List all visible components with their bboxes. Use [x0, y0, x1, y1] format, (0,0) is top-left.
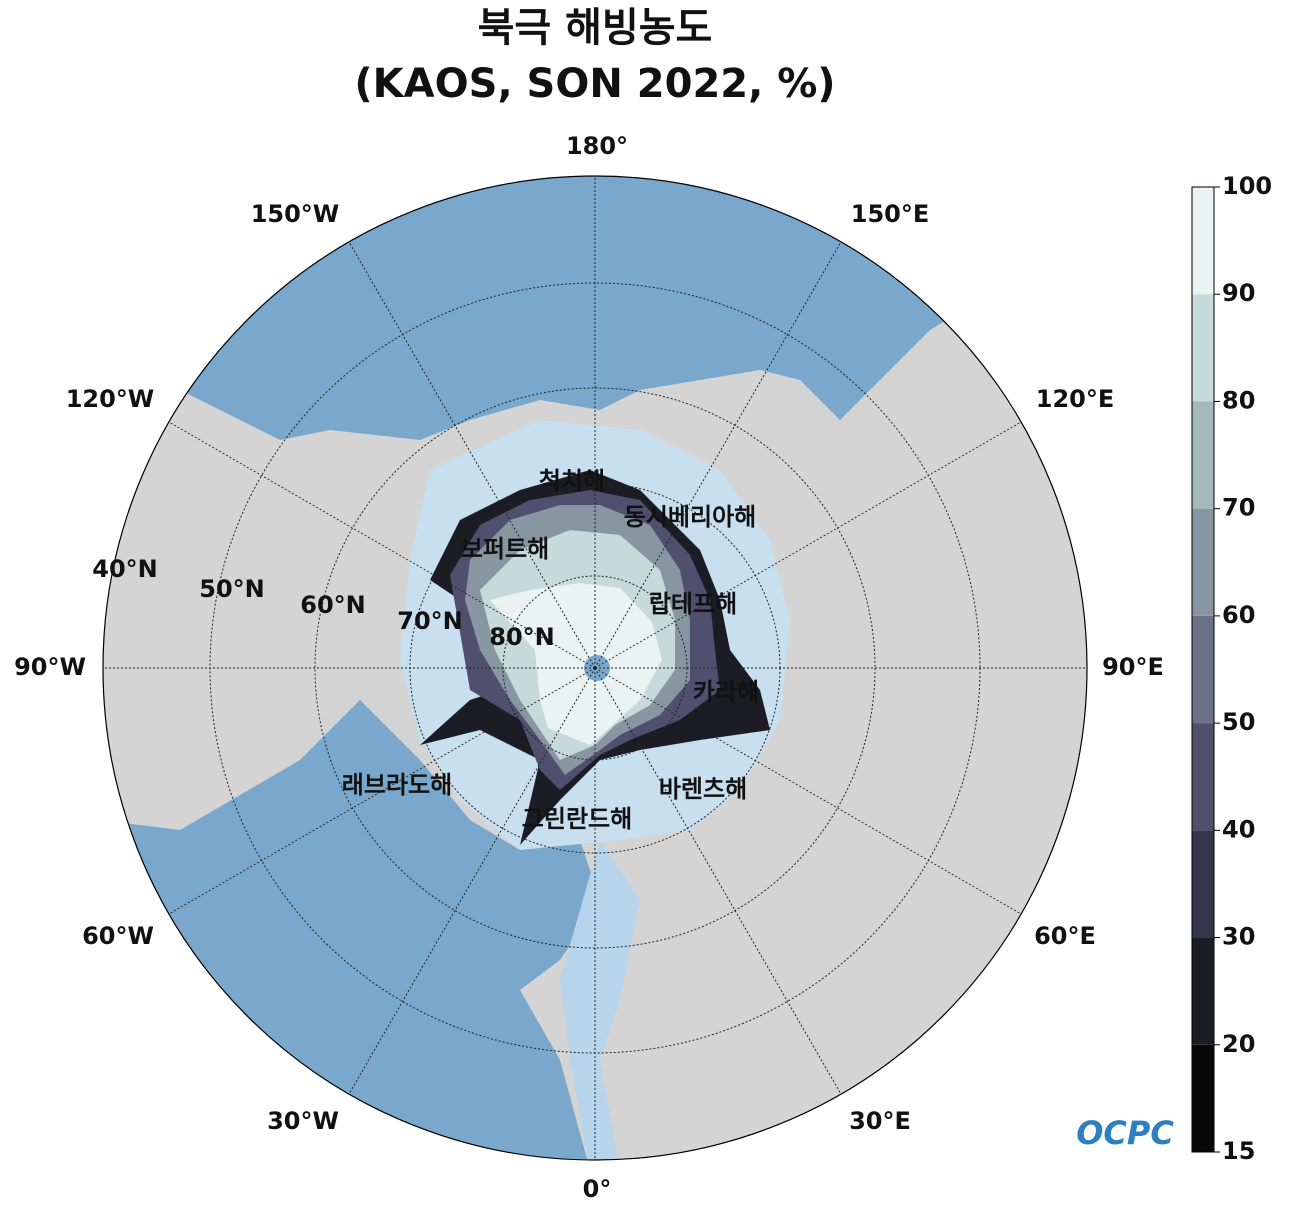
lon-label: 180°: [566, 132, 628, 160]
lon-label: 120°E: [1036, 385, 1115, 413]
sea-label: 바렌츠해: [659, 775, 747, 803]
title-line: (KAOS, SON 2022, %): [354, 61, 835, 107]
lat-label: 50°N: [199, 575, 264, 603]
lon-label: 60°E: [1034, 922, 1096, 950]
colorbar-tick-label: 80: [1222, 386, 1255, 414]
sea-label: 카라해: [693, 678, 759, 706]
colorbar-tick-label: 90: [1222, 279, 1255, 307]
sea-label: 동시베리아해: [624, 503, 756, 531]
map: [103, 176, 1087, 1160]
meridian: [168, 667, 596, 915]
meridian: [594, 421, 1022, 669]
colorbar-tick-label: 30: [1222, 923, 1255, 951]
shelf: [560, 840, 640, 1160]
sea-label: 랍테프해: [649, 590, 737, 618]
colorbar-segment: [1192, 187, 1214, 295]
colorbar-segment: [1192, 508, 1214, 616]
meridian: [348, 667, 596, 1095]
lon-label: 150°E: [851, 200, 930, 228]
lon-label: 90°W: [14, 653, 86, 681]
colorbar-segment: [1192, 401, 1214, 509]
sea-label: 척치해: [539, 467, 605, 495]
lat-label: 40°N: [92, 555, 157, 583]
graticule: [103, 176, 1087, 1160]
lon-label: 30°W: [267, 1107, 339, 1135]
meridian: [594, 667, 842, 1095]
meridian: [594, 667, 1022, 915]
lon-label: 60°W: [82, 922, 154, 950]
meridian: [348, 241, 596, 669]
colorbar-tick-label: 70: [1222, 494, 1255, 522]
colorbar-tick-label: 40: [1222, 815, 1255, 843]
lon-label: 150°W: [251, 200, 340, 228]
sea-label: 그린란드해: [522, 805, 632, 833]
colorbar-segment: [1192, 723, 1214, 831]
colorbar-tick-label: 50: [1222, 708, 1255, 736]
colorbar-tick-label: 20: [1222, 1030, 1255, 1058]
sea-label: 보퍼트해: [461, 535, 549, 563]
lon-label: 0°: [583, 1175, 612, 1203]
title-line: 북극 해빙농도: [478, 5, 713, 51]
colorbar-tick-label: 15: [1222, 1137, 1255, 1165]
lat-label: 70°N: [397, 607, 462, 635]
colorbar-segment: [1192, 830, 1214, 938]
colorbar-segment: [1192, 615, 1214, 724]
colorbar: 15 20 30 40 50 60 70 80 90 100: [1191, 172, 1272, 1165]
lon-label: 30°E: [849, 1107, 911, 1135]
lat-label: 80°N: [489, 623, 554, 651]
meridian: [594, 241, 842, 669]
lat-label: 60°N: [300, 591, 365, 619]
colorbar-frame: [1191, 186, 1215, 1153]
map-frame: [102, 175, 1088, 1161]
ice-zone: [490, 583, 662, 745]
lon-label: 90°E: [1102, 653, 1164, 681]
lon-label: 120°W: [66, 385, 155, 413]
logo: OCPC: [1076, 1114, 1174, 1152]
colorbar-segment: [1192, 1044, 1214, 1152]
colorbar-segment: [1192, 937, 1214, 1045]
sea-label: 래브라도해: [342, 771, 452, 799]
colorbar-tick-label: 100: [1222, 172, 1272, 200]
colorbar-segment: [1192, 294, 1214, 402]
meridian: [168, 421, 596, 669]
colorbar-tick-label: 60: [1222, 601, 1255, 629]
